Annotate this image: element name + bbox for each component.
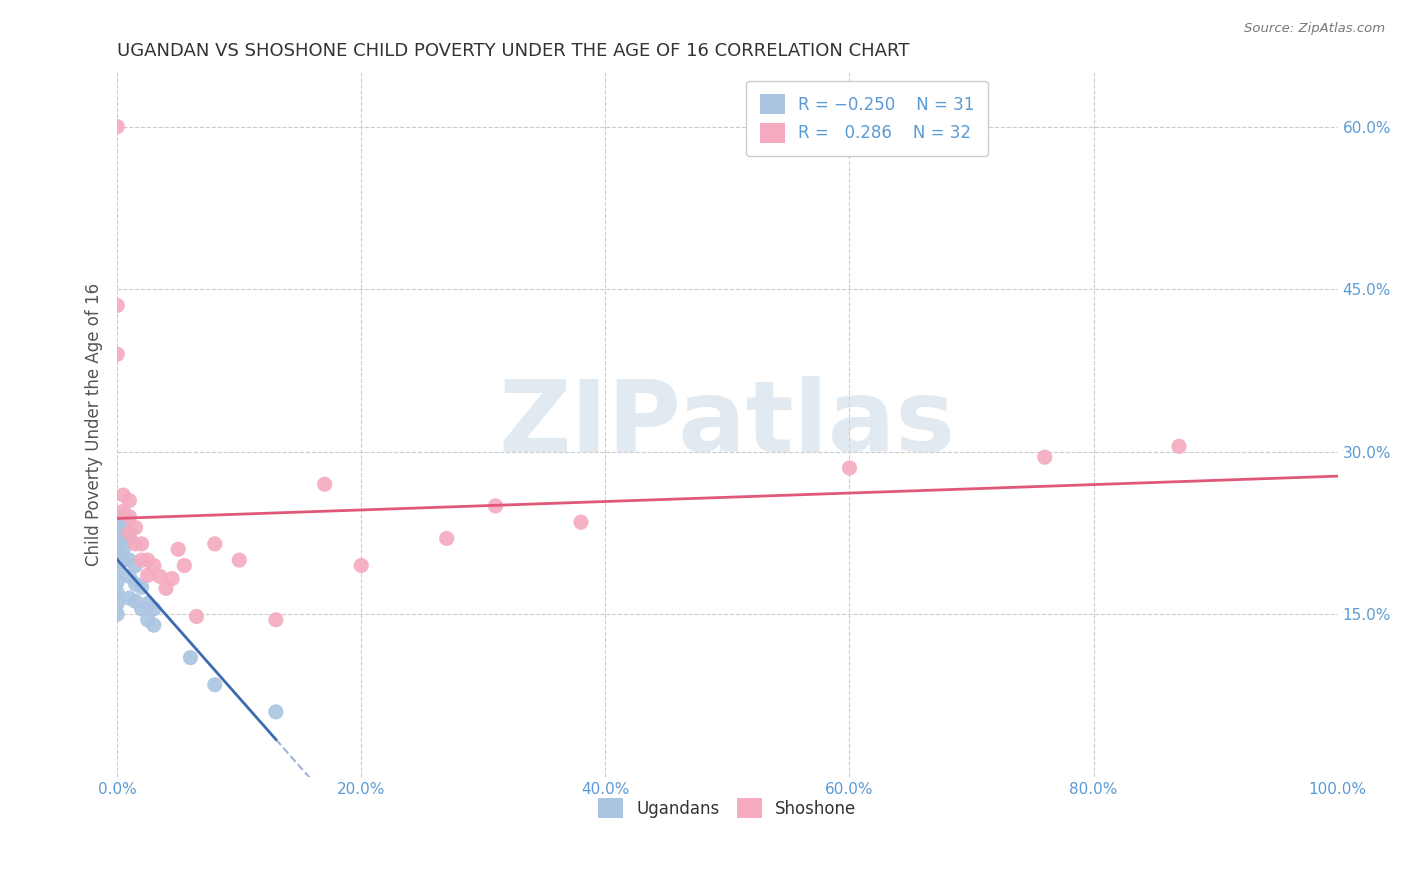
Point: [142, 602, 165, 616]
Point: [124, 577, 146, 591]
Point: [264, 613, 287, 627]
Point: [105, 564, 128, 578]
Point: [118, 591, 141, 605]
Point: [160, 572, 183, 586]
Point: [131, 602, 153, 616]
Point: [350, 558, 373, 573]
Point: [118, 553, 141, 567]
Text: Source: ZipAtlas.com: Source: ZipAtlas.com: [1244, 22, 1385, 36]
Point: [112, 532, 135, 546]
Point: [112, 504, 135, 518]
Point: [118, 569, 141, 583]
Point: [314, 477, 336, 491]
Point: [118, 509, 141, 524]
Point: [436, 532, 458, 546]
Point: [124, 594, 146, 608]
Point: [105, 542, 128, 557]
Point: [105, 298, 128, 312]
Point: [124, 558, 146, 573]
Point: [186, 609, 208, 624]
Point: [105, 509, 128, 524]
Legend: Ugandans, Shoshone: Ugandans, Shoshone: [592, 791, 863, 825]
Point: [131, 580, 153, 594]
Point: [112, 488, 135, 502]
Point: [105, 520, 128, 534]
Point: [105, 532, 128, 546]
Point: [136, 597, 159, 611]
Point: [105, 585, 128, 599]
Point: [112, 542, 135, 557]
Point: [155, 582, 177, 596]
Text: UGANDAN VS SHOSHONE CHILD POVERTY UNDER THE AGE OF 16 CORRELATION CHART: UGANDAN VS SHOSHONE CHILD POVERTY UNDER …: [117, 42, 910, 60]
Point: [105, 347, 128, 361]
Point: [136, 553, 159, 567]
Point: [204, 678, 226, 692]
Y-axis label: Child Poverty Under the Age of 16: Child Poverty Under the Age of 16: [86, 283, 103, 566]
Point: [112, 553, 135, 567]
Point: [118, 493, 141, 508]
Point: [136, 613, 159, 627]
Point: [105, 553, 128, 567]
Point: [142, 558, 165, 573]
Point: [118, 526, 141, 541]
Point: [142, 618, 165, 632]
Point: [484, 499, 506, 513]
Point: [569, 515, 592, 529]
Point: [112, 509, 135, 524]
Point: [105, 120, 128, 134]
Point: [112, 520, 135, 534]
Text: ZIPatlas: ZIPatlas: [499, 376, 956, 473]
Point: [124, 520, 146, 534]
Point: [167, 542, 190, 557]
Point: [179, 650, 201, 665]
Point: [1033, 450, 1056, 465]
Point: [105, 607, 128, 622]
Point: [131, 553, 153, 567]
Point: [173, 558, 195, 573]
Point: [124, 537, 146, 551]
Point: [118, 532, 141, 546]
Point: [136, 568, 159, 582]
Point: [204, 537, 226, 551]
Point: [131, 537, 153, 551]
Point: [228, 553, 250, 567]
Point: [264, 705, 287, 719]
Point: [105, 597, 128, 611]
Point: [105, 574, 128, 589]
Point: [149, 569, 172, 583]
Point: [1168, 439, 1191, 453]
Point: [838, 461, 860, 475]
